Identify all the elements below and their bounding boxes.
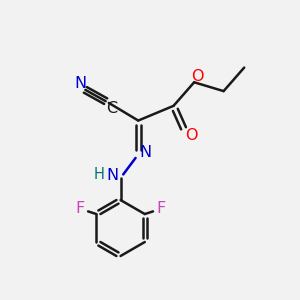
Text: N: N	[75, 76, 87, 91]
Text: C: C	[106, 101, 117, 116]
Text: O: O	[185, 128, 197, 143]
Text: F: F	[156, 201, 166, 216]
Text: H: H	[94, 167, 105, 182]
Text: O: O	[191, 70, 203, 85]
Text: N: N	[140, 145, 152, 160]
Text: F: F	[76, 201, 85, 216]
Text: N: N	[106, 168, 118, 183]
